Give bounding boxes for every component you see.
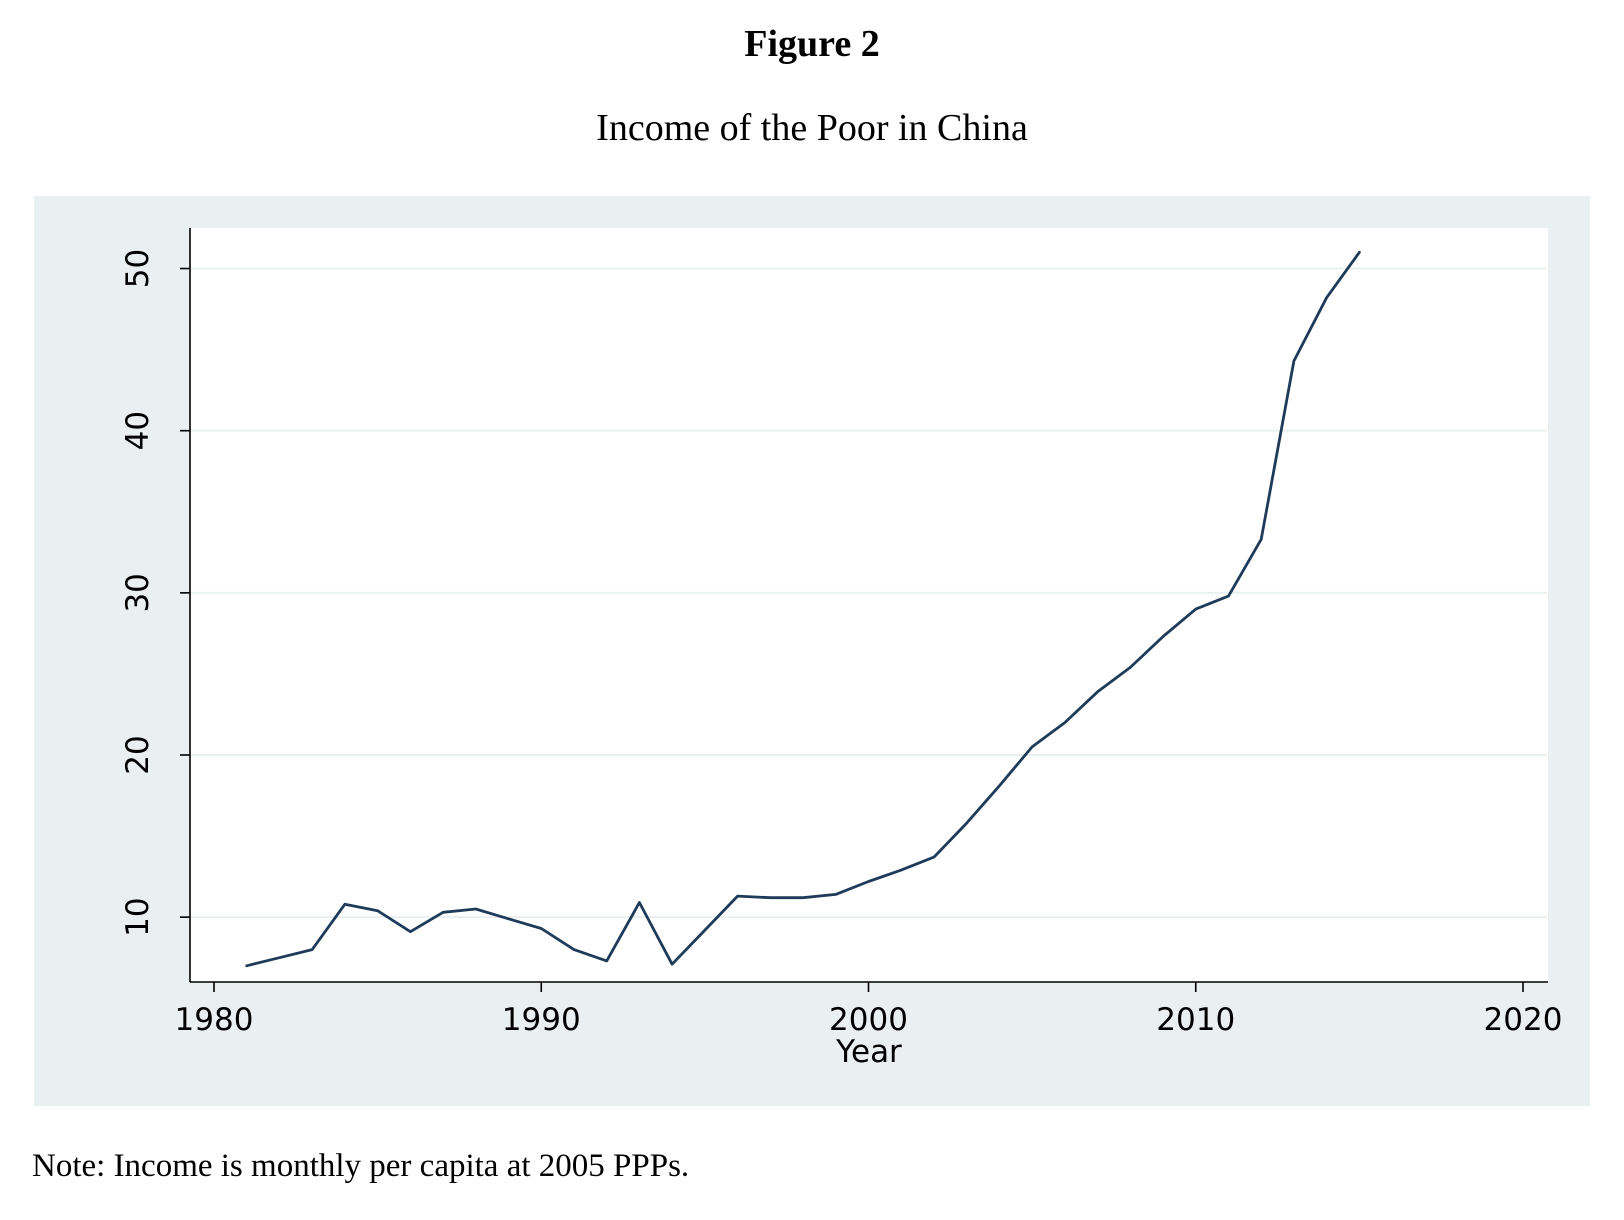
data-point: [899, 868, 903, 872]
data-point: [1226, 594, 1230, 598]
line-chart: 10 20 30 40 50 1980 1990 2000 2010 2020 Year: [34, 196, 1590, 1106]
data-point: [1259, 537, 1263, 541]
data-point: [1096, 690, 1100, 694]
data-point: [736, 894, 740, 898]
data-point: [1128, 665, 1132, 669]
data-point: [310, 948, 314, 952]
data-point: [343, 902, 347, 906]
data-point: [834, 892, 838, 896]
data-point: [408, 930, 412, 934]
y-tick-label: 40: [120, 411, 156, 450]
y-tick-label: 50: [120, 249, 156, 288]
x-tick-label: 1980: [175, 1002, 254, 1038]
data-point: [277, 956, 281, 960]
data-point: [539, 926, 543, 930]
data-point: [965, 821, 969, 825]
plot-area: [190, 228, 1548, 982]
data-point: [1357, 250, 1361, 254]
series-line: [245, 250, 1361, 968]
data-point: [932, 855, 936, 859]
y-tick-label: 10: [120, 897, 156, 936]
data-point: [637, 901, 641, 905]
x-tick-label: 2000: [829, 1002, 908, 1038]
figure-note: Note: Income is monthly per capita at 20…: [32, 1148, 690, 1184]
data-point: [474, 907, 478, 911]
x-tick-label: 2020: [1484, 1002, 1563, 1038]
data-point: [1063, 721, 1067, 725]
y-axis-ticks: 10 20 30 40 50: [120, 249, 190, 937]
data-point: [507, 917, 511, 921]
data-point: [703, 928, 707, 932]
y-tick-label: 20: [120, 735, 156, 774]
data-point: [1194, 607, 1198, 611]
data-point: [670, 962, 674, 966]
grid-lines: [191, 267, 1547, 919]
x-tick-label: 2010: [1156, 1002, 1235, 1038]
data-point: [768, 896, 772, 900]
data-point: [1325, 296, 1329, 300]
data-point: [441, 910, 445, 914]
data-point: [572, 948, 576, 952]
data-point: [245, 964, 249, 968]
data-point: [605, 959, 609, 963]
x-tick-label: 1990: [502, 1002, 581, 1038]
data-point: [1030, 745, 1034, 749]
data-point: [867, 879, 871, 883]
figure-title: Income of the Poor in China: [596, 107, 1028, 149]
x-axis-title: Year: [835, 1034, 902, 1070]
figure-label: Figure 2: [744, 23, 880, 65]
y-tick-label: 30: [120, 573, 156, 612]
data-point: [801, 896, 805, 900]
data-point: [1292, 359, 1296, 363]
series-layer: [245, 250, 1361, 968]
data-point: [376, 909, 380, 913]
data-point: [1161, 635, 1165, 639]
data-point: [997, 784, 1001, 788]
x-axis-ticks: 1980 1990 2000 2010 2020: [175, 982, 1563, 1038]
